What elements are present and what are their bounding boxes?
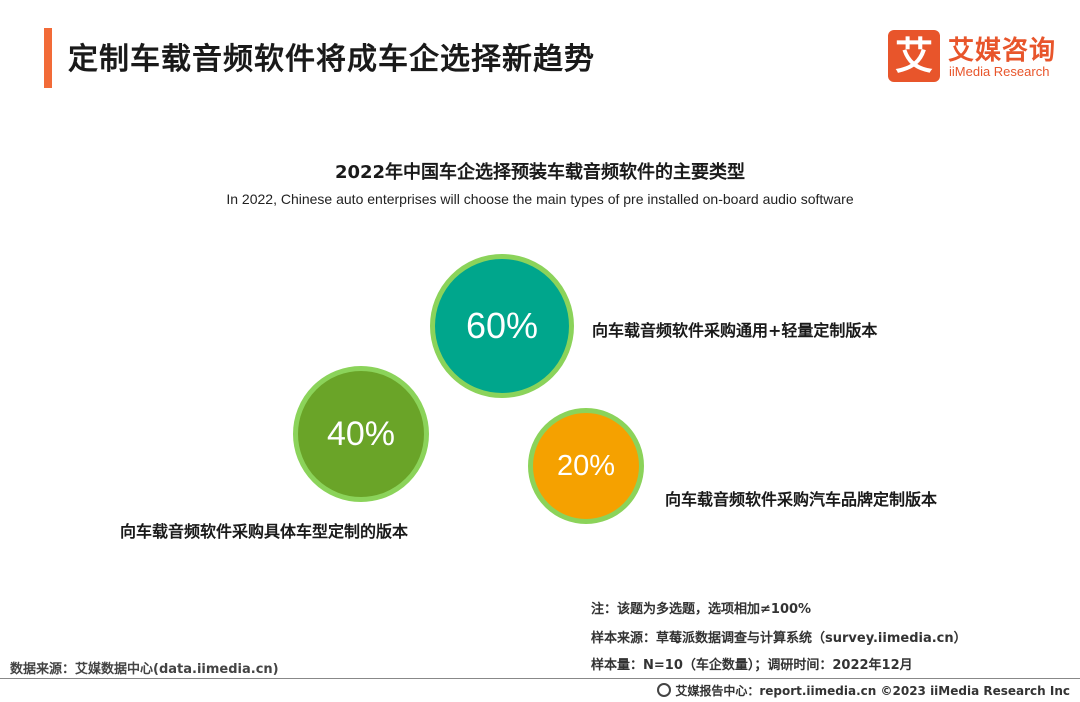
note-multi-select: 注：该题为多选题，选项相加≠100%: [591, 602, 812, 617]
bubble-60: 60%: [430, 254, 574, 398]
note-sample-source: 样本来源：草莓派数据调查与计算系统（survey.iimedia.cn）: [591, 631, 967, 646]
bubble-value-label: 60%: [465, 305, 539, 346]
footer: 艾媒报告中心：report.iimedia.cn ©2023 iiMedia R…: [657, 682, 1070, 699]
bubble-category-label: 向车载音频软件采购具体车型定制的版本: [120, 522, 409, 541]
bubble-20: 20%: [528, 408, 644, 524]
page-title: 定制车载音频软件将成车企选择新趋势: [68, 42, 595, 77]
bubble-value-label: 40%: [326, 414, 396, 453]
bubble-category-label: 向车载音频软件采购汽车品牌定制版本: [665, 490, 938, 509]
footer-divider: [0, 678, 1080, 679]
globe-icon: [657, 683, 672, 697]
title-accent-bar: [44, 28, 52, 88]
chart-subtitle: In 2022, Chinese auto enterprises will c…: [226, 191, 854, 207]
footer-text: 艾媒报告中心：report.iimedia.cn ©2023 iiMedia R…: [675, 684, 1070, 698]
chart-title: 2022年中国车企选择预装车载音频软件的主要类型: [334, 162, 746, 183]
bubble-value-label: 20%: [556, 449, 616, 482]
logo-name-cn: 艾媒咨询: [948, 36, 1057, 66]
note-sample-size: 样本量：N=10（车企数量）；调研时间：2022年12月: [591, 658, 913, 673]
logo-name-en: iiMedia Research: [949, 64, 1050, 79]
bubble-category-label: 向车载音频软件采购通用+轻量定制版本: [592, 321, 878, 340]
bubble-40: 40%: [293, 366, 429, 502]
data-source: 数据来源：艾媒数据中心(data.iimedia.cn): [10, 662, 279, 677]
brand-logo: 艾 艾媒咨询 iiMedia Research: [888, 30, 1068, 82]
logo-mark-icon: 艾: [888, 30, 940, 82]
